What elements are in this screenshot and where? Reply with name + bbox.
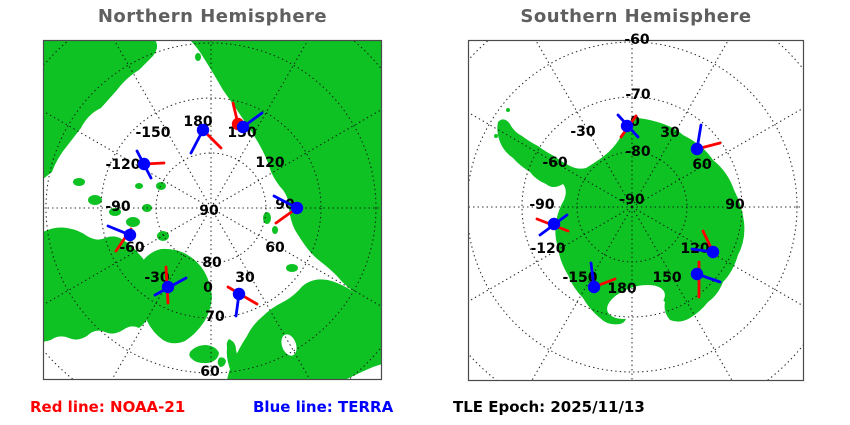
terra-position-dot	[236, 120, 250, 134]
map-body	[468, 40, 804, 381]
island	[73, 178, 85, 186]
south-map-title: Southern Hemisphere	[520, 6, 752, 27]
graticule-label: -120	[105, 157, 140, 173]
terra-position-dot	[290, 201, 304, 215]
landmass	[137, 248, 212, 344]
graticule-label: -90	[529, 197, 555, 213]
graticule-label: 0	[203, 280, 213, 296]
graticule-label: 90	[199, 203, 219, 219]
terra-position-dot	[690, 142, 704, 156]
island	[135, 183, 143, 189]
satellite-marker	[272, 194, 304, 225]
legend-noaa21: Red line: NOAA-21	[30, 398, 186, 416]
latitude-ring	[468, 41, 798, 373]
satellite-marker	[690, 260, 722, 299]
graticule-label: 0	[630, 114, 640, 130]
island	[286, 264, 298, 272]
satellite-marker	[189, 123, 223, 155]
latitude-ring	[45, 42, 377, 374]
satellite-marker	[535, 213, 570, 237]
satellite-marker	[135, 149, 166, 180]
graticule-label: -90	[105, 199, 131, 215]
graticule-label: -80	[625, 144, 651, 160]
northern-hemisphere-map: 908070601801501209060300-30-60-90-120-15…	[42, 39, 383, 381]
tle-epoch-label: TLE Epoch: 2025/11/13	[453, 398, 645, 416]
north-map-title: Northern Hemisphere	[97, 6, 328, 27]
island	[126, 217, 140, 227]
graticule-label: 120	[255, 155, 284, 171]
island	[109, 208, 121, 216]
graticule-label: 150	[652, 270, 681, 286]
graticule-label: -60	[624, 32, 650, 48]
landmass	[226, 339, 241, 376]
terra-position-dot	[706, 245, 720, 259]
island	[494, 134, 498, 138]
satellite-marker	[106, 224, 137, 253]
landmass	[217, 357, 226, 367]
island	[88, 195, 102, 205]
latitude-ring	[521, 96, 743, 318]
landmass	[497, 117, 745, 325]
graticule-label: 180	[607, 281, 636, 297]
southern-hemisphere-map: -60-70-80-900306090120150180-150-120-90-…	[467, 32, 805, 382]
satellite-marker	[231, 101, 264, 134]
graticule-label: 60	[265, 240, 285, 256]
graticule-label: -120	[530, 241, 565, 257]
landmass	[43, 40, 158, 179]
satellite-marker	[226, 285, 259, 318]
graticule-label: -60	[542, 155, 568, 171]
graticule-label: -150	[135, 125, 170, 141]
terra-position-dot	[137, 157, 151, 171]
graticule-label: -60	[119, 240, 145, 256]
island	[195, 53, 201, 61]
island	[263, 212, 271, 224]
map-frame	[467, 39, 805, 382]
map-body	[43, 40, 382, 380]
landmass	[189, 345, 219, 364]
terra-position-dot	[587, 280, 601, 294]
satellite-marker	[690, 229, 720, 259]
sea-inlet	[607, 284, 665, 320]
graticule-label: -150	[562, 270, 597, 286]
landmass	[43, 227, 153, 342]
graticule-label: 90	[275, 197, 295, 213]
island	[506, 108, 510, 112]
terra-position-dot	[620, 119, 634, 133]
graticule-label: 90	[725, 197, 745, 213]
graticule-label: -30	[570, 124, 596, 140]
map-frame	[42, 39, 383, 381]
terra-position-dot	[161, 280, 175, 294]
graticule-label: 80	[202, 255, 222, 271]
satellite-marker	[587, 261, 617, 294]
terra-position-dot	[690, 267, 704, 281]
satellite-marker	[153, 265, 188, 305]
island	[272, 226, 278, 234]
graticule-label: -70	[625, 87, 651, 103]
landmass	[227, 279, 382, 380]
terra-position-dot	[547, 217, 561, 231]
island	[156, 182, 166, 190]
terra-position-dot	[123, 228, 137, 242]
island	[157, 231, 169, 241]
graticule-label: 70	[205, 309, 225, 325]
sea-inlet	[281, 334, 297, 356]
graticule-label: 30	[235, 270, 255, 286]
terra-position-dot	[232, 287, 246, 301]
landmass	[190, 40, 382, 310]
graticule-label: -90	[619, 192, 645, 208]
satellite-marker	[616, 113, 640, 139]
satellite-marker	[690, 123, 722, 156]
terra-position-dot	[196, 123, 210, 137]
graticule-label: 60	[692, 157, 712, 173]
graticule-label: -30	[144, 270, 170, 286]
latitude-ring	[100, 97, 322, 319]
legend-terra: Blue line: TERRA	[253, 398, 394, 416]
graticule-label: 30	[660, 125, 680, 141]
graticule-label: 60	[200, 364, 220, 380]
